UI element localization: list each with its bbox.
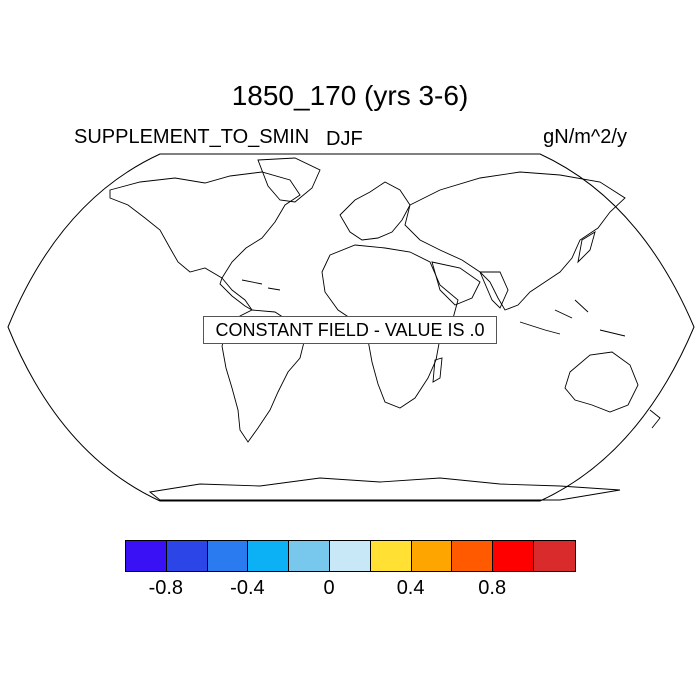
- coastline-japan: [577, 231, 596, 264]
- coastline-new-zealand: [649, 409, 661, 429]
- colorbar-tick-label: -0.8: [148, 577, 184, 599]
- coastlines: [109, 157, 661, 501]
- colorbar-swatch: [533, 541, 575, 571]
- colorbar-swatch: [493, 541, 534, 571]
- coastline-australia: [564, 351, 639, 413]
- colorbar-swatch: [289, 541, 330, 571]
- coastline-north-america: [109, 171, 301, 279]
- plot-title: 1850_170 (yrs 3-6): [231, 80, 469, 111]
- coastline-central-america: [219, 277, 253, 311]
- coastline-antarctica: [148, 477, 621, 501]
- colorbar-swatch: [329, 541, 371, 571]
- colorbar-tick-label: 0.4: [396, 577, 425, 599]
- colorbar-swatch: [411, 541, 453, 571]
- coastline-arabia: [431, 261, 481, 306]
- coastline-madagascar: [432, 357, 443, 383]
- coastline-caribbean: [241, 279, 281, 291]
- units-label: gN/m^2/y: [543, 126, 627, 148]
- colorbar-swatch: [452, 541, 494, 571]
- coastline-europe: [339, 181, 411, 241]
- colorbar-swatch: [126, 541, 167, 571]
- colorbar: [125, 540, 576, 572]
- season-label: DJF: [326, 128, 363, 150]
- colorbar-swatch: [248, 541, 290, 571]
- colorbar-tick-label: 0.8: [478, 577, 507, 599]
- constant-field-message: CONSTANT FIELD - VALUE IS .0: [203, 316, 497, 344]
- colorbar-swatch: [370, 541, 412, 571]
- colorbar-swatch: [166, 541, 208, 571]
- variable-name-label: SUPPLEMENT_TO_SMIN: [74, 126, 310, 148]
- coastline-indonesia: [519, 299, 626, 337]
- colorbar-tick-label: -0.4: [230, 577, 265, 599]
- coastline-greenland: [257, 157, 321, 203]
- coastline-india: [479, 271, 509, 309]
- coastline-asia: [404, 171, 626, 311]
- colorbar-swatch: [207, 541, 249, 571]
- colorbar-tick-label: 0: [323, 577, 335, 599]
- map-outline: [7, 153, 695, 502]
